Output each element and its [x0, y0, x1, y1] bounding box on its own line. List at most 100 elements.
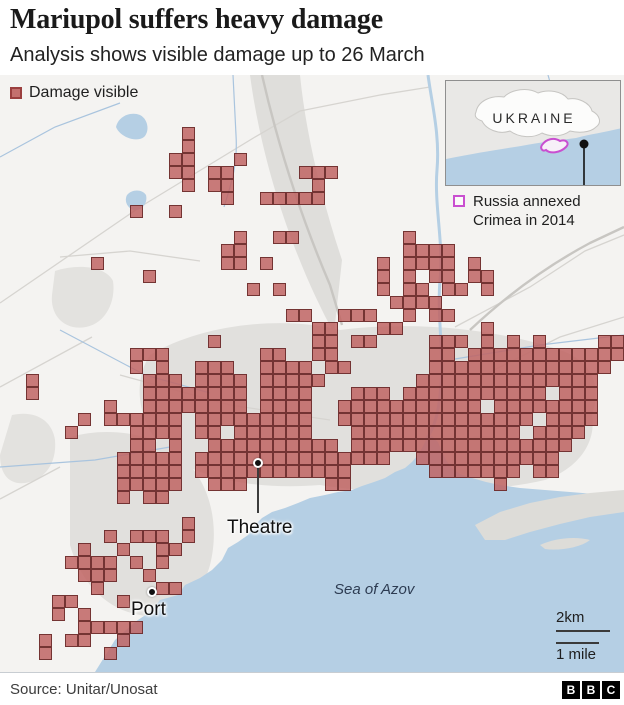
damage-cell	[481, 270, 494, 283]
damage-cell	[455, 283, 468, 296]
damage-cell	[429, 413, 442, 426]
damage-cell	[481, 465, 494, 478]
damage-cell	[533, 439, 546, 452]
damage-cell	[312, 374, 325, 387]
damage-cell	[520, 439, 533, 452]
damage-cell	[416, 283, 429, 296]
damage-cell	[559, 426, 572, 439]
damage-cell	[156, 556, 169, 569]
damage-cell	[429, 465, 442, 478]
damage-cell	[143, 465, 156, 478]
damage-cell	[260, 257, 273, 270]
damage-cell	[156, 452, 169, 465]
damage-cell	[221, 374, 234, 387]
damage-cell	[169, 426, 182, 439]
damage-cell	[325, 348, 338, 361]
damage-cell	[351, 439, 364, 452]
damage-cell	[533, 361, 546, 374]
damage-cell	[104, 647, 117, 660]
damage-cell	[208, 400, 221, 413]
damage-cell	[156, 400, 169, 413]
damage-cell	[468, 348, 481, 361]
damage-cell	[286, 426, 299, 439]
damage-cell	[481, 361, 494, 374]
damage-cell	[585, 413, 598, 426]
damage-cell	[299, 465, 312, 478]
damage-cell	[26, 387, 39, 400]
damage-cell	[507, 374, 520, 387]
damage-cell	[221, 413, 234, 426]
damage-cell	[572, 374, 585, 387]
damage-cell	[299, 426, 312, 439]
damage-cell	[234, 153, 247, 166]
damage-cell	[247, 283, 260, 296]
crimea-swatch-icon	[453, 195, 465, 207]
damage-cell	[377, 322, 390, 335]
damage-cell	[377, 283, 390, 296]
damage-cell	[364, 400, 377, 413]
damage-cell	[143, 452, 156, 465]
damage-cell	[611, 335, 624, 348]
damage-cell	[286, 400, 299, 413]
damage-cell	[494, 374, 507, 387]
damage-cell	[338, 478, 351, 491]
damage-cell	[455, 413, 468, 426]
damage-cell	[403, 270, 416, 283]
damage-cell	[429, 426, 442, 439]
damage-cell	[468, 413, 481, 426]
damage-cell	[169, 374, 182, 387]
scale-mile-line	[556, 642, 599, 644]
damage-cell	[169, 166, 182, 179]
damage-cell	[494, 452, 507, 465]
damage-cell	[130, 465, 143, 478]
damage-cell	[208, 439, 221, 452]
damage-cell	[416, 400, 429, 413]
damage-cell	[221, 452, 234, 465]
damage-cell	[598, 361, 611, 374]
damage-cell	[364, 413, 377, 426]
damage-cell	[546, 361, 559, 374]
damage-cell	[533, 452, 546, 465]
damage-cell	[195, 465, 208, 478]
damage-cell	[429, 452, 442, 465]
port-marker-dot	[147, 587, 157, 597]
damage-cell	[299, 374, 312, 387]
damage-cell	[299, 166, 312, 179]
damage-cell	[195, 387, 208, 400]
damage-cell	[520, 387, 533, 400]
railway-lines	[260, 75, 624, 331]
damage-cell	[234, 439, 247, 452]
damage-cell	[234, 452, 247, 465]
damage-cell	[130, 413, 143, 426]
damage-cell	[91, 556, 104, 569]
damage-cell	[429, 361, 442, 374]
damage-cell	[442, 244, 455, 257]
damage-cell	[403, 387, 416, 400]
damage-cell	[260, 452, 273, 465]
damage-cell	[78, 569, 91, 582]
damage-cell	[91, 257, 104, 270]
damage-cell	[52, 608, 65, 621]
damage-cell	[169, 387, 182, 400]
damage-cell	[598, 335, 611, 348]
damage-cell	[507, 426, 520, 439]
damage-cell	[130, 348, 143, 361]
damage-cell	[117, 452, 130, 465]
damage-cell	[403, 426, 416, 439]
damage-cell	[78, 608, 91, 621]
damage-cell	[247, 413, 260, 426]
damage-cell	[169, 478, 182, 491]
damage-cell	[299, 439, 312, 452]
damage-cell	[455, 335, 468, 348]
damage-cell	[143, 569, 156, 582]
damage-cell	[520, 413, 533, 426]
damage-cell	[533, 465, 546, 478]
damage-cell	[442, 348, 455, 361]
damage-cell	[65, 595, 78, 608]
damage-cell	[78, 621, 91, 634]
damage-cell	[312, 439, 325, 452]
damage-cell	[429, 296, 442, 309]
damage-cell	[546, 452, 559, 465]
damage-cell	[390, 426, 403, 439]
